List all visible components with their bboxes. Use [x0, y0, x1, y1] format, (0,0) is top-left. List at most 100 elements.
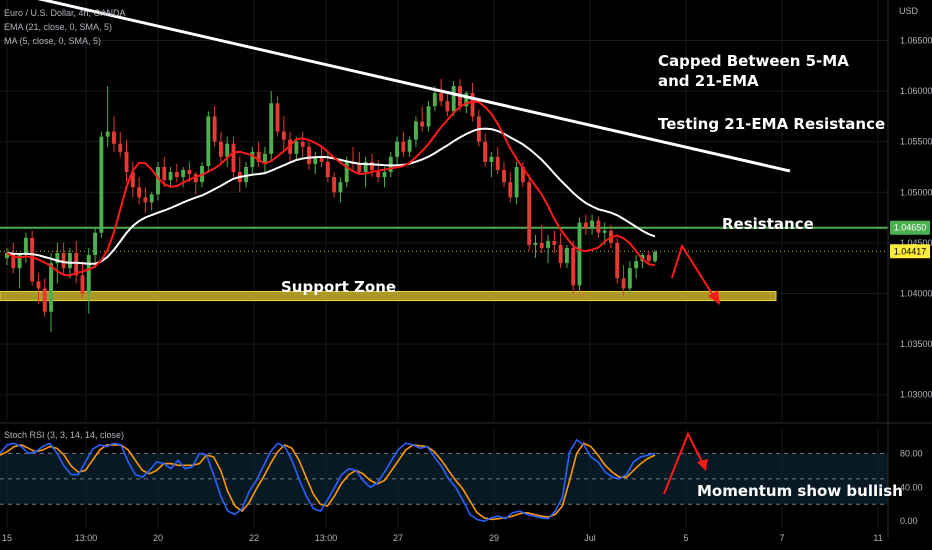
price-tick-label: 1.04500 — [900, 238, 932, 248]
candle-body — [564, 247, 569, 264]
candle-body — [149, 194, 154, 203]
candle-body — [36, 281, 41, 289]
candle-body — [124, 151, 129, 173]
candle-body — [583, 222, 588, 228]
time-tick-label: 13:00 — [315, 533, 338, 543]
support-zone-annotation: Support Zone — [281, 278, 397, 296]
candle-body — [112, 131, 116, 144]
time-tick-label: Jul — [584, 533, 596, 543]
currency-label: USD — [899, 6, 919, 16]
stoch-rsi-layer — [0, 438, 888, 523]
indicator-lines-layer — [6, 100, 656, 277]
stoch-rsi-legend[interactable]: Stoch RSI (3, 3, 14, 14, close) — [4, 430, 125, 440]
candle-body — [206, 116, 211, 166]
candle-body — [225, 143, 230, 157]
candle-body — [313, 156, 318, 164]
candle-body — [539, 242, 544, 248]
candle-body — [137, 187, 142, 198]
candle-body — [552, 240, 557, 245]
candle-body — [426, 106, 431, 127]
candle-body — [118, 143, 123, 152]
candle-body — [401, 141, 406, 152]
candle-body — [514, 166, 519, 198]
price-projection-arrow — [671, 243, 717, 301]
candle-body — [231, 143, 236, 173]
candle-body — [300, 141, 305, 147]
candle-body — [332, 177, 337, 193]
candle-body — [627, 268, 632, 289]
time-tick-label: 5 — [683, 533, 688, 543]
candle-body — [558, 244, 563, 264]
candle-body — [55, 253, 60, 264]
candle-body — [615, 242, 620, 279]
candle-body — [338, 182, 343, 193]
candle-body — [307, 146, 311, 164]
candles-layer — [5, 78, 657, 332]
candle-body — [445, 101, 450, 112]
symbol-legend[interactable]: Euro / U.S. Dollar, 4h, OANDA — [4, 8, 126, 18]
candle-body — [74, 253, 79, 276]
candle-body — [93, 232, 98, 256]
candle-body — [533, 242, 538, 245]
candle-body — [319, 156, 324, 162]
candle-body — [99, 136, 104, 233]
time-tick-label: 7 — [779, 533, 784, 543]
testing-annotation: Testing 21-EMA Resistance — [658, 115, 886, 133]
candle-body — [483, 141, 488, 162]
candle-body — [67, 253, 72, 269]
candle-body — [344, 161, 349, 183]
time-tick-label: 27 — [393, 533, 403, 543]
candle-body — [464, 93, 469, 107]
candle-body — [30, 237, 35, 282]
candle-body — [193, 174, 198, 183]
candle-body — [369, 161, 374, 171]
price-tick-label: 1.05000 — [900, 187, 932, 197]
candle-body — [11, 253, 16, 269]
candle-body — [61, 253, 66, 269]
resistance-price-badge — [890, 220, 930, 235]
capped-annotation-line1: Capped Between 5-MA — [658, 52, 849, 70]
projection-arrows-layer — [663, 243, 720, 495]
support-zone-band — [0, 290, 777, 302]
candle-body — [621, 278, 626, 289]
candle-body — [294, 141, 299, 154]
price-tick-label: 1.03000 — [900, 390, 932, 400]
candle-body — [357, 163, 362, 173]
candle-body — [571, 247, 576, 286]
resistance-price-label: 1.04650 — [894, 223, 927, 233]
candle-body — [250, 151, 255, 167]
candle-body — [646, 255, 651, 262]
candle-body — [439, 93, 444, 102]
candle-body — [212, 116, 217, 142]
candle-body — [275, 103, 280, 132]
momentum-annotation: Momentum show bullish — [697, 482, 903, 500]
candle-body — [168, 172, 173, 181]
stoch-tick-label: 40.00 — [900, 482, 923, 492]
ema-legend[interactable]: EMA (21, close, 0, SMA, 5) — [4, 22, 113, 32]
candle-body — [105, 131, 110, 137]
candle-body — [489, 156, 494, 162]
candle-body — [80, 275, 85, 294]
candle-body — [42, 288, 47, 312]
candle-body — [17, 255, 22, 269]
stoch-k-line — [0, 438, 656, 523]
stoch-projection-arrow — [663, 431, 705, 495]
stoch-tick-label: 0.00 — [900, 516, 918, 526]
descending-trendline — [37, 0, 791, 173]
ma-legend[interactable]: MA (5, close, 0, SMA, 5) — [4, 36, 102, 46]
candle-body — [527, 182, 532, 245]
grid-layer — [0, 0, 932, 528]
price-tick-label: 1.06500 — [900, 35, 932, 45]
candle-body — [596, 220, 601, 233]
last-price-badge — [890, 244, 930, 259]
candle-body — [376, 170, 381, 178]
candle-body — [634, 261, 639, 269]
candle-body — [281, 131, 286, 140]
candle-body — [495, 156, 500, 171]
capped-annotation-line2: and 21-EMA — [658, 72, 759, 90]
time-tick-label: 29 — [489, 533, 499, 543]
candle-body — [162, 166, 167, 181]
candle-body — [156, 166, 160, 195]
